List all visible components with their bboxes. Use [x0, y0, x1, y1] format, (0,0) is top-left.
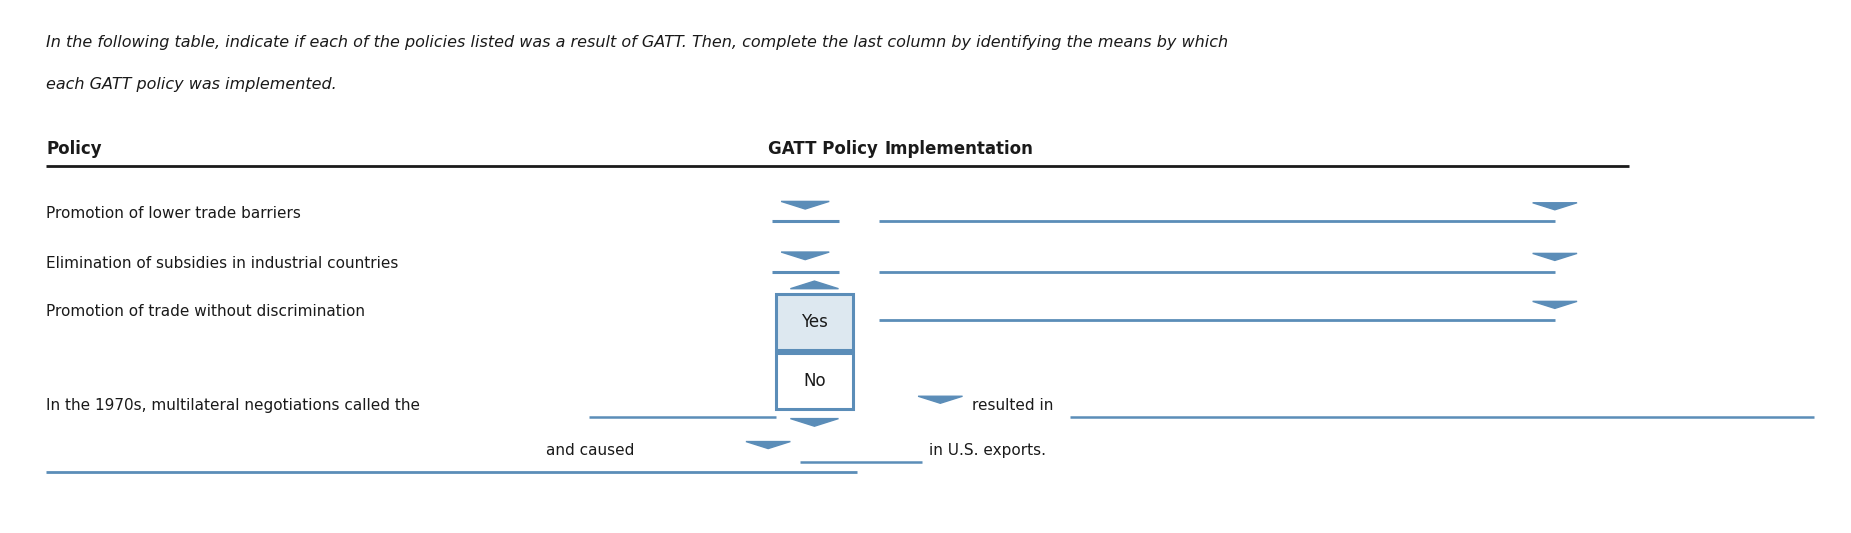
Text: Implementation: Implementation [885, 140, 1033, 158]
Polygon shape [790, 418, 839, 426]
Text: each GATT policy was implemented.: each GATT policy was implemented. [46, 77, 337, 92]
Text: Elimination of subsidies in industrial countries: Elimination of subsidies in industrial c… [46, 256, 398, 271]
Text: In the 1970s, multilateral negotiations called the: In the 1970s, multilateral negotiations … [46, 398, 420, 413]
Text: Promotion of lower trade barriers: Promotion of lower trade barriers [46, 206, 302, 221]
FancyBboxPatch shape [776, 353, 853, 409]
Polygon shape [918, 396, 963, 403]
FancyBboxPatch shape [776, 294, 853, 351]
Text: In the following table, indicate if each of the policies listed was a result of : In the following table, indicate if each… [46, 35, 1229, 50]
Text: resulted in: resulted in [972, 398, 1053, 413]
Text: Yes: Yes [801, 313, 827, 332]
Polygon shape [1533, 301, 1577, 309]
Text: in U.S. exports.: in U.S. exports. [929, 443, 1046, 458]
Text: and caused: and caused [546, 443, 635, 458]
Polygon shape [781, 201, 829, 209]
Text: GATT Policy: GATT Policy [768, 140, 877, 158]
Text: Policy: Policy [46, 140, 102, 158]
Polygon shape [790, 281, 839, 289]
Text: No: No [803, 372, 826, 390]
Polygon shape [746, 441, 790, 449]
Polygon shape [781, 252, 829, 260]
Text: Promotion of trade without discrimination: Promotion of trade without discriminatio… [46, 304, 365, 319]
Polygon shape [1533, 253, 1577, 261]
Polygon shape [1533, 203, 1577, 210]
